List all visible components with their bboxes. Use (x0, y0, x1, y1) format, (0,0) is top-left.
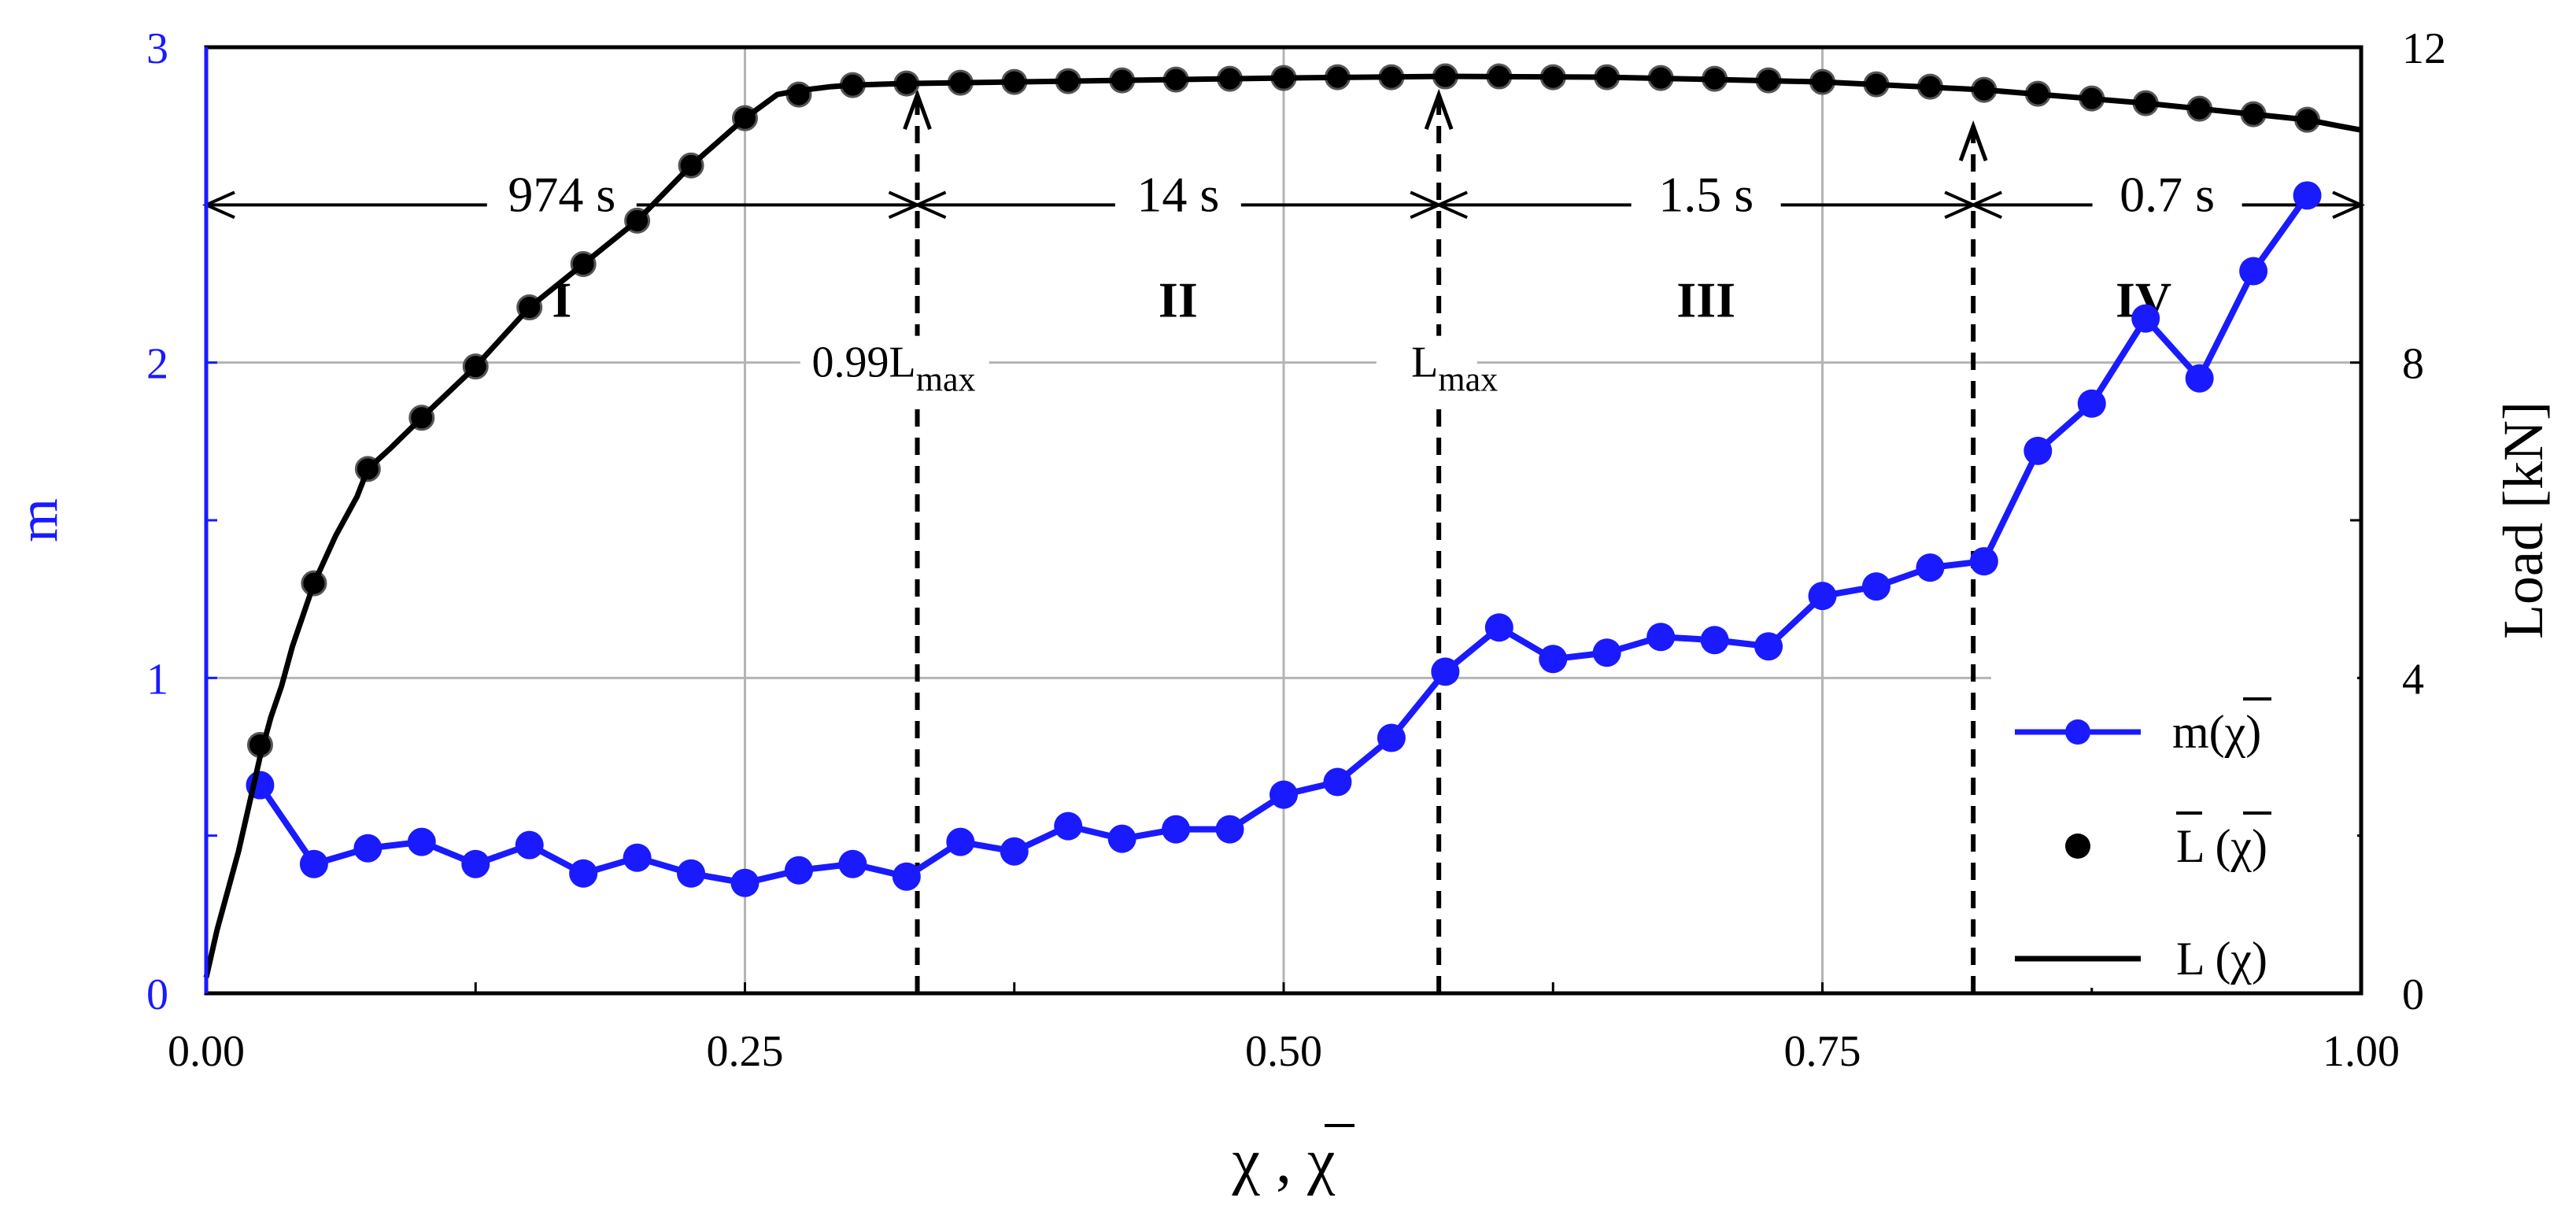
point-m (1054, 811, 1083, 841)
legend-m-marker (2065, 719, 2090, 745)
boundary-label-main: 0.99L (812, 338, 916, 387)
point-m (892, 862, 921, 891)
point-m (299, 849, 328, 878)
x-tick-label: 0.00 (168, 1027, 245, 1076)
point-m (784, 856, 813, 885)
point-m (838, 849, 867, 878)
interval-duration-label: 14 s (1136, 166, 1219, 222)
x-tick-label: 1.00 (2323, 1027, 2400, 1076)
interval-duration-label: 1.5 s (1658, 166, 1754, 222)
point-m (2023, 436, 2053, 465)
stage-numeral: II (1159, 272, 1198, 328)
stage-boundary-arrowhead (1958, 120, 1988, 162)
legend-lbar-marker (2065, 834, 2090, 859)
x-axis-title-text: χ , χ (1231, 1127, 1336, 1196)
legend: m(χ) L (χ) L (χ) (1991, 673, 2357, 988)
interval-arrowhead-left (1969, 190, 2002, 220)
point-m (407, 827, 436, 856)
y-right-tick-label: 8 (2402, 340, 2424, 389)
legend-l-l: L (2176, 933, 2203, 985)
stage-boundary-arrowhead (903, 88, 932, 130)
y-axis-left-title: m (6, 498, 69, 542)
point-m (353, 834, 383, 863)
interval-label-background (1631, 165, 1781, 229)
y-right-tick-label: 12 (2402, 24, 2446, 73)
point-m (1539, 645, 1568, 674)
point-m (1808, 582, 1837, 611)
legend-lbar-l: L (2176, 820, 2203, 872)
boundary-label-sub: max (916, 360, 976, 399)
boundary-label-background (800, 335, 989, 407)
interval-label-background (486, 165, 637, 229)
point-m (2239, 257, 2268, 286)
point-m (515, 830, 544, 859)
point-m (1754, 632, 1783, 661)
point-m (1861, 572, 1890, 601)
point-m (1000, 837, 1029, 866)
interval-arrowhead-left (913, 190, 947, 220)
point-m (730, 868, 759, 897)
series (203, 63, 2362, 978)
point-m (569, 859, 598, 888)
legend-m-label: m(χ) (2172, 706, 2261, 758)
x-tick-label: 0.50 (1245, 1027, 1322, 1076)
stage-boundary-arrowhead (1424, 88, 1454, 130)
x-axis-title-main: χ , (1231, 1127, 1307, 1196)
point-m (1162, 815, 1191, 844)
point-m (1700, 626, 1729, 655)
point-m (2293, 181, 2322, 210)
x-tick-label: 0.25 (707, 1027, 784, 1076)
point-m (2131, 304, 2160, 333)
interval-arrowhead-left (1435, 190, 1468, 220)
point-m (1646, 623, 1676, 652)
legend-lbar-label: L (χ) (2176, 820, 2267, 872)
point-m (1431, 657, 1460, 686)
point-m (1592, 638, 1621, 667)
boundary-label-sub: max (1438, 360, 1498, 399)
point-m (623, 843, 652, 872)
point-m (1377, 723, 1406, 752)
x-tick-label: 0.75 (1784, 1027, 1861, 1076)
legend-lbar-chi: (χ) (2203, 820, 2267, 872)
point-m (1484, 613, 1513, 642)
legend-background (1991, 673, 2357, 988)
y-right-tick-label: 4 (2402, 655, 2424, 704)
series-line-L (203, 73, 2362, 978)
interval-label-background (1114, 165, 1241, 229)
boundary-label-background (1376, 335, 1477, 407)
boundary-label: Lmax (1411, 338, 1498, 399)
legend-l-chi: (χ) (2203, 933, 2267, 985)
point-m (1270, 780, 1298, 809)
interval-duration-label: 0.7 s (2120, 166, 2215, 222)
boundary-label: 0.99Lmax (812, 338, 976, 399)
interval-label-background (2092, 165, 2242, 229)
y-left-tick-label: 2 (146, 340, 168, 389)
point-m (677, 859, 706, 888)
point-m (1969, 547, 1998, 576)
x-axis-title: χ , χ (1231, 1124, 1355, 1196)
axes (204, 45, 2363, 996)
point-m (946, 827, 975, 856)
boundary-label-main: L (1411, 338, 1438, 387)
point-m (461, 849, 490, 878)
y-left-tick-label: 1 (146, 655, 168, 704)
point-m (1215, 815, 1244, 844)
y-left-tick-label: 0 (146, 970, 168, 1019)
point-m (1107, 824, 1136, 853)
point-m (2185, 364, 2214, 393)
legend-l-label: L (χ) (2176, 933, 2267, 985)
stage-numeral: III (1676, 272, 1735, 328)
point-m (1323, 767, 1352, 797)
point-m (1916, 553, 1945, 582)
point-m (2077, 389, 2106, 418)
y-right-tick-label: 0 (2402, 970, 2424, 1019)
y-left-tick-label: 3 (146, 24, 168, 73)
y-axis-right-title: Load [kN] (2492, 401, 2555, 639)
interval-duration-label: 974 s (508, 166, 615, 222)
x-axis-title-chi-bar: χ (1306, 1127, 1336, 1196)
